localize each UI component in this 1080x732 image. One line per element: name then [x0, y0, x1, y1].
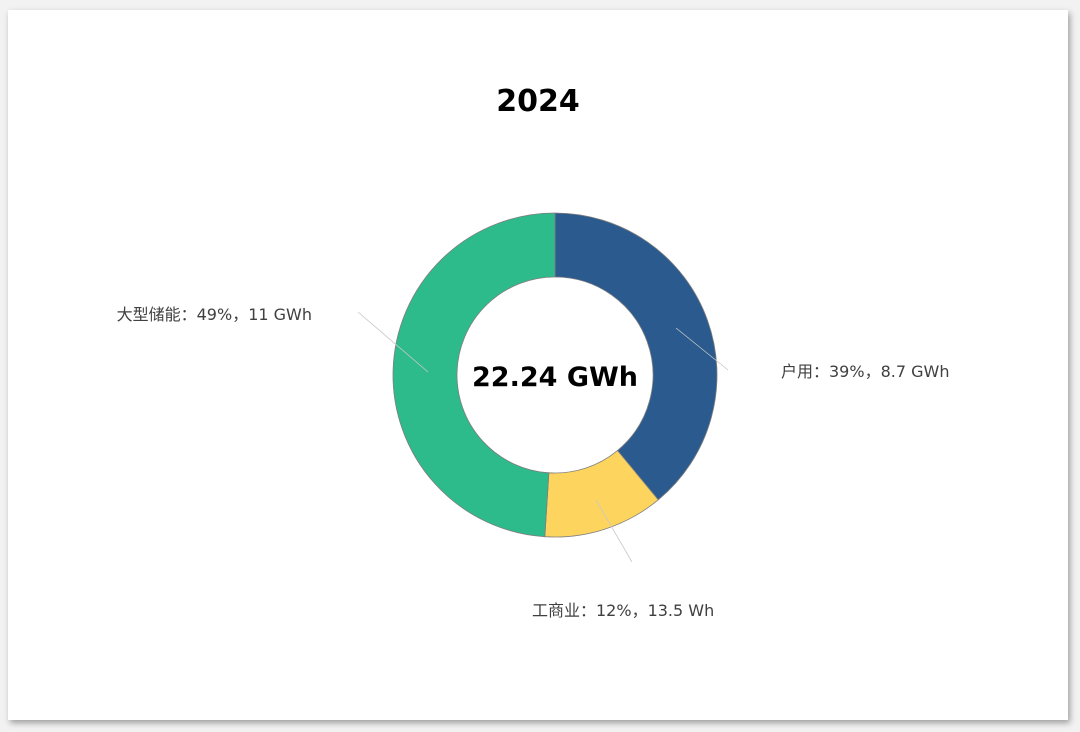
chart-title: 2024 — [496, 84, 580, 119]
leader-line-1 — [675, 327, 729, 371]
slice-label-3: 大型储能：49%，11 GWh — [117, 305, 312, 324]
slice-label-1: 户用：39%，8.7 GWh — [781, 362, 949, 381]
chart-card: 2024 户用：39%，8.7 GWh 工商业：12%，13.5 Wh 大型储能：4… — [8, 10, 1068, 720]
slice-3 — [392, 212, 556, 538]
slice-label-2: 工商业：12%，13.5 Wh — [532, 601, 714, 620]
leader-line-2 — [595, 499, 633, 563]
center-total-label: 22.24 GWh — [472, 362, 638, 393]
leader-line-3 — [357, 311, 429, 373]
slice-1 — [554, 212, 718, 501]
donut-chart: 户用：39%，8.7 GWh 工商业：12%，13.5 Wh 大型储能：49%，11… — [117, 212, 949, 620]
